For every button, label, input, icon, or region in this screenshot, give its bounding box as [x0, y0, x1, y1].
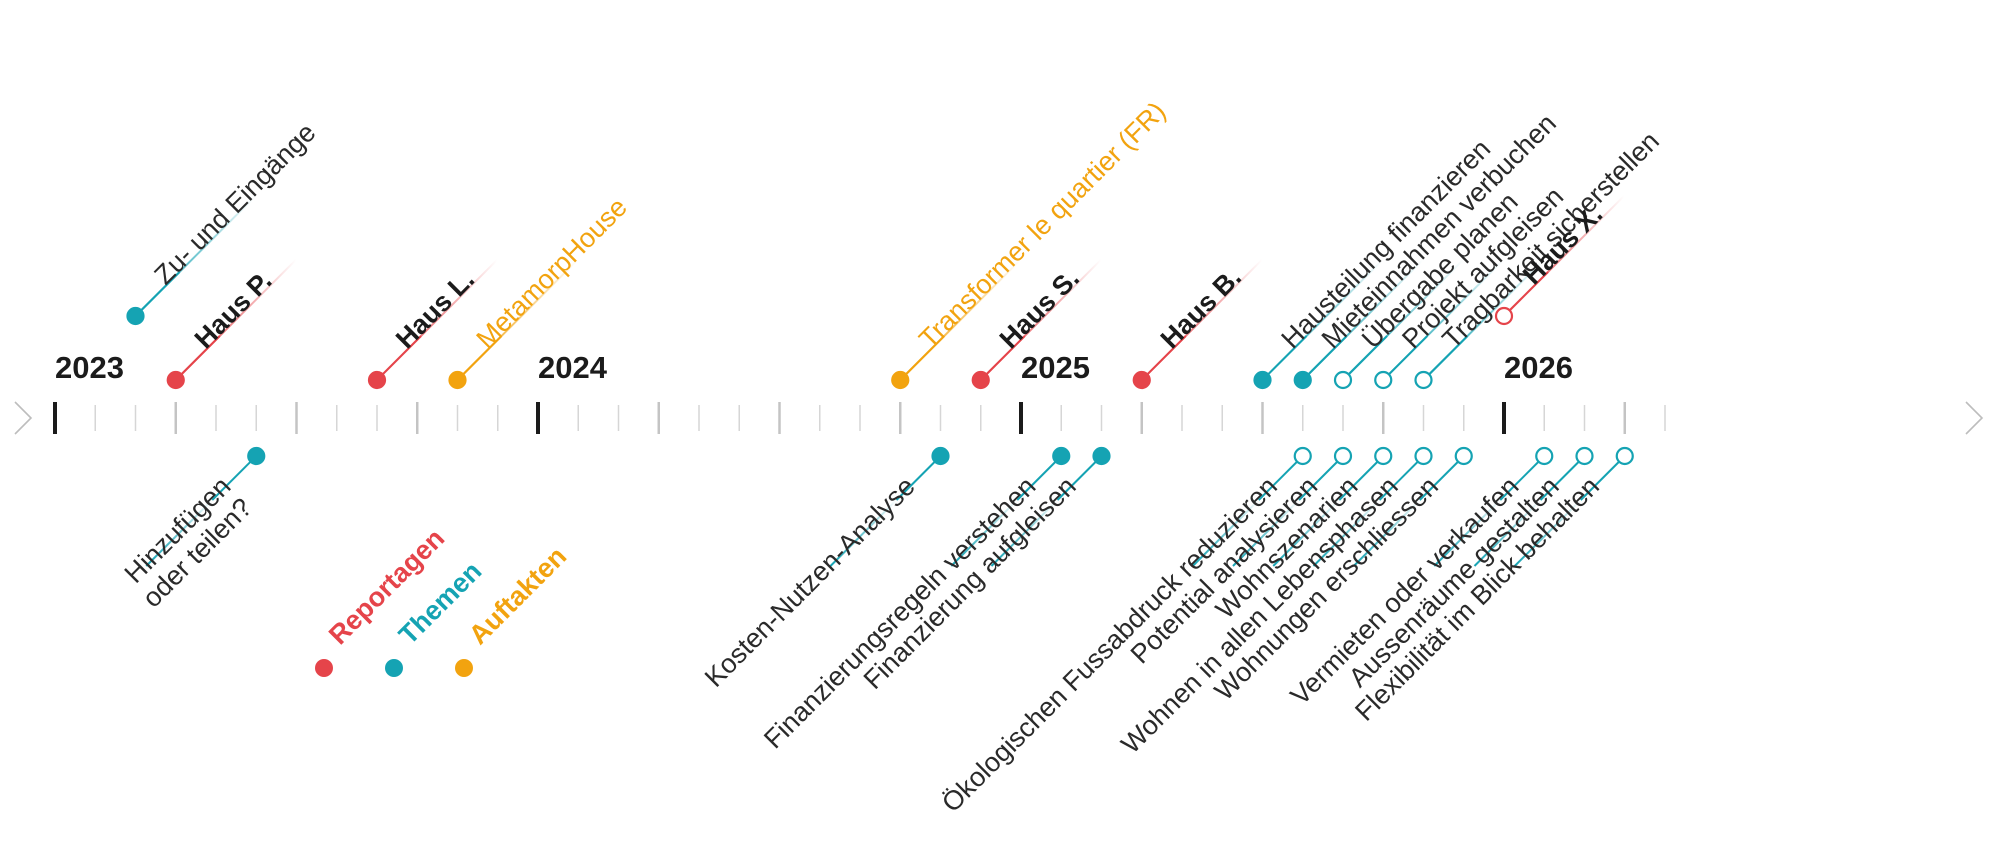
event-connector-solid — [211, 455, 257, 501]
event-connector-solid — [1338, 455, 1384, 501]
event-dot — [1414, 370, 1433, 390]
event-label: Haus L. — [390, 264, 480, 354]
event-connector-solid — [456, 335, 503, 381]
event-connector-solid — [1261, 335, 1308, 381]
year-label-2024: 2024 — [538, 350, 608, 385]
event-dot — [1374, 446, 1393, 466]
event-connector-solid — [134, 271, 181, 317]
event-connector-solid — [1378, 455, 1425, 501]
event-dot — [1615, 446, 1634, 466]
event-connector-solid — [1258, 455, 1304, 501]
event-connector-solid — [899, 335, 945, 381]
event-dot — [1293, 370, 1312, 390]
event-label: Finanzierungsregeln verstehen — [758, 471, 1041, 754]
event-dot — [1333, 370, 1353, 390]
event-dot — [891, 370, 910, 390]
event-transformer-le-quartier-fr: Transformer le quartier (FR) — [891, 96, 1171, 390]
event-connector-solid — [1422, 335, 1469, 381]
event-connector-solid — [1302, 335, 1348, 381]
event-connector-solid — [1419, 455, 1465, 501]
event-dot — [1414, 446, 1433, 466]
event-dot — [1454, 446, 1473, 466]
event-dot — [367, 370, 387, 390]
year-label-2025: 2025 — [1021, 350, 1090, 385]
event-connector-solid — [895, 455, 942, 501]
event-connector — [1232, 499, 1300, 567]
event-connector-solid — [1342, 335, 1388, 381]
event-connector-solid — [1298, 455, 1344, 501]
event-connector — [145, 499, 213, 567]
event-connector — [1272, 499, 1340, 567]
event-label: Hinzufügenoder teilen? — [116, 471, 258, 613]
legend-swatch — [385, 659, 403, 677]
event-connector — [1514, 499, 1582, 567]
event-connector — [990, 499, 1059, 567]
event-dot — [1333, 446, 1353, 466]
event-label: Haus B. — [1155, 262, 1247, 354]
event-dot — [448, 370, 467, 390]
axis-end-arrow — [1965, 401, 1984, 435]
event-dot — [931, 446, 950, 466]
event-connector-solid — [980, 335, 1026, 381]
event-connector — [950, 499, 1018, 567]
event-connector — [829, 499, 898, 567]
legend-item-auftakten: Auftakten — [455, 541, 572, 677]
legend-swatch — [455, 659, 473, 677]
event-hinzufugen-oder-teilen: Hinzufügenoder teilen? — [116, 446, 266, 613]
event-connector-solid — [1499, 455, 1545, 501]
event-dot — [1253, 370, 1272, 390]
legend-label: Auftakten — [463, 541, 572, 650]
event-dot — [126, 306, 145, 326]
event-zu-und-eingange: Zu- und Eingänge — [126, 117, 322, 326]
event-connector-solid — [1539, 455, 1586, 501]
legend-swatch — [315, 659, 333, 677]
event-haus-l: Haus L. — [367, 259, 498, 390]
event-connector — [1312, 499, 1381, 567]
event-connector-solid — [1141, 335, 1187, 381]
event-connector-solid — [1382, 335, 1428, 381]
event-dot — [1494, 306, 1514, 326]
event-connector-solid — [1503, 271, 1549, 317]
event-label: Zu- und Eingänge — [149, 117, 322, 290]
event-dot — [1092, 446, 1111, 466]
event-connector-solid — [376, 335, 422, 381]
event-label: Haus P. — [189, 265, 278, 354]
event-dot — [1535, 446, 1554, 466]
event-dot — [1293, 446, 1312, 466]
event-connector-solid — [1016, 455, 1062, 501]
event-connector — [1433, 499, 1501, 567]
event-connector — [1473, 499, 1542, 567]
year-label-2026: 2026 — [1504, 350, 1573, 385]
event-label: MetamorpHouse — [471, 192, 633, 354]
event-connector-solid — [1580, 455, 1626, 501]
event-dot — [247, 446, 266, 466]
timeline-axis: 2023 2024 2025 2026 — [14, 350, 1984, 435]
event-connector — [1192, 499, 1260, 567]
event-connector-solid — [1056, 455, 1103, 501]
event-haus-b: Haus B. — [1132, 259, 1263, 390]
event-connector — [1353, 499, 1421, 567]
event-label-line: Finanzierungsregeln verstehen — [758, 471, 1041, 754]
event-connector-solid — [175, 335, 221, 381]
event-dot — [1132, 370, 1151, 390]
event-dot — [166, 370, 185, 390]
event-dot — [971, 370, 990, 390]
event-haus-p: Haus P. — [166, 259, 297, 390]
event-dot — [1052, 446, 1071, 466]
year-label-2023: 2023 — [55, 350, 124, 385]
event-dot — [1575, 446, 1594, 466]
axis-start-arrow — [14, 401, 33, 435]
event-dot — [1374, 370, 1393, 390]
